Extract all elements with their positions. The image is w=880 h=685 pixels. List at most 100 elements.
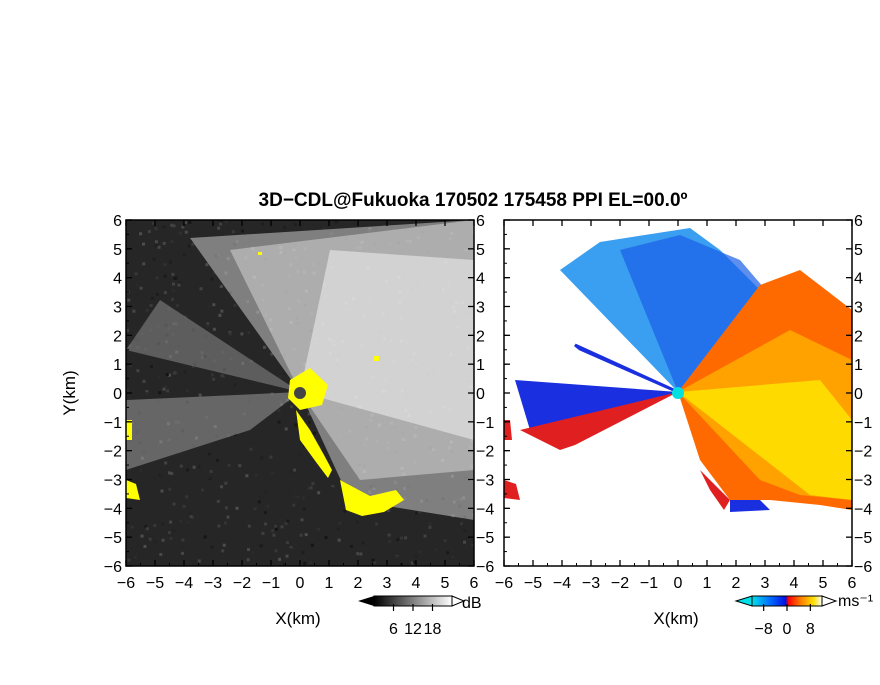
noise-pixel — [284, 427, 288, 431]
y-tick-label-right: −3 — [854, 473, 872, 490]
noise-pixel — [307, 487, 311, 491]
y-tick-label-right: −4 — [854, 501, 872, 518]
noise-pixel — [356, 552, 360, 556]
noise-pixel — [212, 327, 216, 331]
noise-pixel — [142, 262, 146, 266]
noise-pixel — [188, 248, 192, 252]
noise-pixel — [462, 540, 466, 544]
noise-pixel — [308, 556, 312, 560]
noise-pixel — [210, 545, 214, 549]
noise-pixel — [338, 521, 342, 525]
noise-pixel — [167, 531, 171, 535]
noise-pixel — [139, 232, 143, 236]
noise-pixel — [149, 303, 153, 307]
noise-pixel — [220, 309, 224, 313]
y-tick-label: 5 — [113, 242, 122, 259]
y-tick-label: −4 — [104, 501, 122, 518]
y-tick-label-right: 0 — [476, 386, 485, 403]
x-tick-label: −4 — [175, 575, 193, 592]
noise-pixel — [212, 271, 216, 275]
noise-pixel — [220, 485, 224, 489]
x-tick-label: −6 — [495, 575, 513, 592]
noise-pixel — [282, 372, 286, 376]
noise-pixel — [272, 533, 276, 537]
noise-pixel — [299, 533, 303, 537]
x-tick-label: −6 — [117, 575, 135, 592]
noise-pixel — [337, 538, 341, 542]
noise-pixel — [187, 244, 191, 248]
noise-pixel — [261, 222, 265, 226]
noise-pixel — [134, 272, 138, 276]
noise-pixel — [319, 445, 323, 449]
velocity-colorbar: −8 0 8 ms⁻¹ — [734, 593, 873, 638]
noise-pixel — [413, 560, 417, 564]
x-tick-label: −3 — [204, 575, 222, 592]
noise-pixel — [162, 241, 166, 245]
x-tick-label: 1 — [325, 575, 334, 592]
x-tick-label: 5 — [441, 575, 450, 592]
noise-pixel — [309, 560, 313, 564]
y-tick-label-right: −4 — [476, 501, 494, 518]
y-tick-label-right: −5 — [854, 530, 872, 547]
noise-pixel — [462, 529, 466, 533]
noise-pixel — [274, 524, 278, 528]
colorbar-tick-label: 6 — [389, 621, 398, 638]
y-tick-label: 1 — [113, 357, 122, 374]
noise-pixel — [132, 309, 136, 313]
noise-pixel — [307, 420, 311, 424]
noise-pixel — [128, 364, 132, 368]
y-tick-label-right: 0 — [854, 386, 863, 403]
noise-pixel — [140, 534, 144, 538]
noise-pixel — [373, 561, 377, 565]
noise-pixel — [274, 549, 278, 553]
noise-pixel — [217, 226, 221, 230]
noise-pixel — [226, 225, 230, 229]
noise-pixel — [264, 522, 268, 526]
noise-pixel — [246, 558, 250, 562]
noise-pixel — [139, 286, 143, 290]
noise-pixel — [197, 559, 201, 563]
noise-pixel — [202, 261, 206, 265]
noise-pixel — [145, 527, 149, 531]
y-tick-label: 6 — [113, 213, 122, 230]
noise-pixel — [300, 518, 304, 522]
noise-pixel — [216, 499, 220, 503]
noise-pixel — [414, 555, 418, 559]
noise-pixel — [240, 332, 244, 336]
noise-pixel — [210, 277, 214, 281]
noise-pixel — [171, 289, 175, 293]
noise-pixel — [172, 502, 176, 506]
noise-pixel — [415, 511, 419, 515]
noise-pixel — [411, 561, 415, 565]
y-tick-label: −1 — [104, 415, 122, 432]
figure-title: 3D−CDL@Fukuoka 170502 175458 PPI EL=00.0… — [259, 190, 688, 211]
noise-pixel — [126, 328, 130, 332]
noise-pixel — [171, 297, 175, 301]
noise-pixel — [197, 465, 201, 469]
noise-pixel — [174, 276, 178, 280]
noise-pixel — [135, 283, 139, 287]
noise-pixel — [221, 549, 225, 553]
noise-pixel — [292, 490, 296, 494]
noise-pixel — [151, 221, 155, 225]
noise-pixel — [232, 339, 236, 343]
noise-pixel — [225, 547, 229, 551]
noise-pixel — [144, 392, 148, 396]
noise-pixel — [219, 222, 223, 226]
noise-pixel — [224, 506, 228, 510]
noise-pixel — [359, 552, 363, 556]
noise-pixel — [471, 543, 474, 547]
noise-pixel — [163, 274, 167, 278]
noise-pixel — [212, 303, 216, 307]
noise-pixel — [163, 291, 167, 295]
noise-pixel — [169, 536, 173, 540]
noise-pixel — [174, 480, 178, 484]
noise-pixel — [183, 370, 187, 374]
noise-pixel — [133, 555, 137, 559]
noise-pixel — [170, 472, 174, 476]
noise-pixel — [299, 452, 303, 456]
noise-pixel — [168, 373, 172, 377]
noise-pixel — [150, 296, 154, 300]
noise-pixel — [238, 464, 242, 468]
x-tick-label: 1 — [703, 575, 712, 592]
